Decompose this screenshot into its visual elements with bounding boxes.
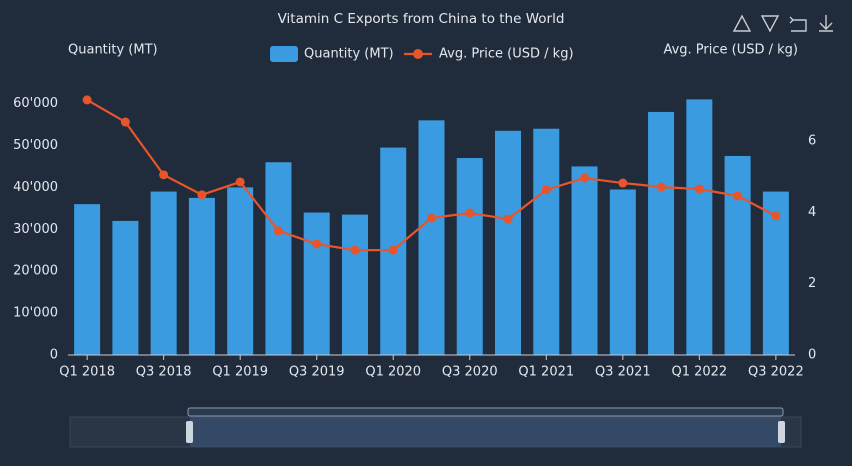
bar <box>648 111 675 355</box>
bar <box>303 212 330 355</box>
bar <box>686 99 713 355</box>
line-point <box>82 95 92 105</box>
y-tick-label: 60'000 <box>13 96 58 111</box>
bar <box>74 204 101 355</box>
zoom-handle[interactable] <box>778 421 785 443</box>
y-tick-label: 20'000 <box>13 264 58 279</box>
y2-tick-label: 6 <box>808 133 816 148</box>
bar <box>495 130 522 355</box>
x-tick-label: Q1 2019 <box>212 365 268 380</box>
y-tick-label: 40'000 <box>13 180 58 195</box>
y2-tick-label: 2 <box>808 276 816 291</box>
line-point <box>541 185 551 195</box>
line-point <box>694 184 704 194</box>
line-point <box>427 213 436 223</box>
bar <box>265 162 292 355</box>
legend-label: Avg. Price (USD / kg) <box>439 47 574 62</box>
bar <box>418 120 445 355</box>
x-tick-label: Q1 2021 <box>518 365 574 380</box>
line-point <box>120 117 130 127</box>
x-tick-label: Q1 2022 <box>671 365 727 380</box>
bar <box>227 187 254 355</box>
y-axis-title: Quantity (MT) <box>68 43 158 58</box>
bar <box>571 166 598 355</box>
y2-tick-label: 0 <box>808 348 816 363</box>
bar <box>533 128 560 355</box>
bar <box>456 158 483 355</box>
bar <box>188 197 215 355</box>
bar <box>150 191 177 355</box>
line-point <box>159 170 169 180</box>
y2-axis-title: Avg. Price (USD / kg) <box>663 43 798 58</box>
line-point <box>618 178 628 188</box>
x-tick-label: Q3 2022 <box>748 365 804 380</box>
x-tick-label: Q3 2018 <box>136 365 192 380</box>
line-point <box>465 208 475 218</box>
line-point <box>350 245 360 255</box>
chart-title: Vitamin C Exports from China to the Worl… <box>278 11 565 27</box>
restore-icon[interactable] <box>789 16 807 32</box>
bar <box>112 220 139 355</box>
y-tick-label: 0 <box>50 348 58 363</box>
bar <box>609 189 636 355</box>
line-point <box>388 245 398 255</box>
toolbox[interactable] <box>732 14 833 33</box>
zoom-in-icon[interactable] <box>732 14 752 32</box>
data-zoom[interactable] <box>69 407 802 448</box>
y-tick-label: 30'000 <box>13 222 58 237</box>
bar <box>724 155 751 355</box>
line-point <box>580 173 590 183</box>
download-icon[interactable] <box>819 15 833 32</box>
y-tick-label: 50'000 <box>13 138 58 153</box>
zoom-out-icon[interactable] <box>760 15 780 33</box>
y2-tick-label: 4 <box>808 205 816 220</box>
legend-swatch <box>270 46 298 62</box>
line-point <box>503 214 513 224</box>
y-tick-label: 10'000 <box>13 306 58 321</box>
x-tick-label: Q1 2020 <box>365 365 421 380</box>
line-point <box>312 239 322 249</box>
line-point <box>235 177 245 187</box>
x-tick-label: Q3 2019 <box>289 365 345 380</box>
line-point <box>733 191 743 201</box>
line-point <box>771 211 781 221</box>
x-tick-label: Q3 2021 <box>595 365 651 380</box>
legend-label: Quantity (MT) <box>304 47 394 62</box>
zoom-handle[interactable] <box>186 421 193 443</box>
line-point <box>656 182 666 192</box>
zoom-bar[interactable] <box>187 407 784 417</box>
line-point <box>273 226 283 236</box>
bar <box>341 214 368 355</box>
legend-swatch <box>413 49 423 59</box>
x-tick-label: Q3 2020 <box>442 365 498 380</box>
zoom-window[interactable] <box>190 417 781 447</box>
x-tick-label: Q1 2018 <box>59 365 115 380</box>
line-point <box>197 190 207 200</box>
